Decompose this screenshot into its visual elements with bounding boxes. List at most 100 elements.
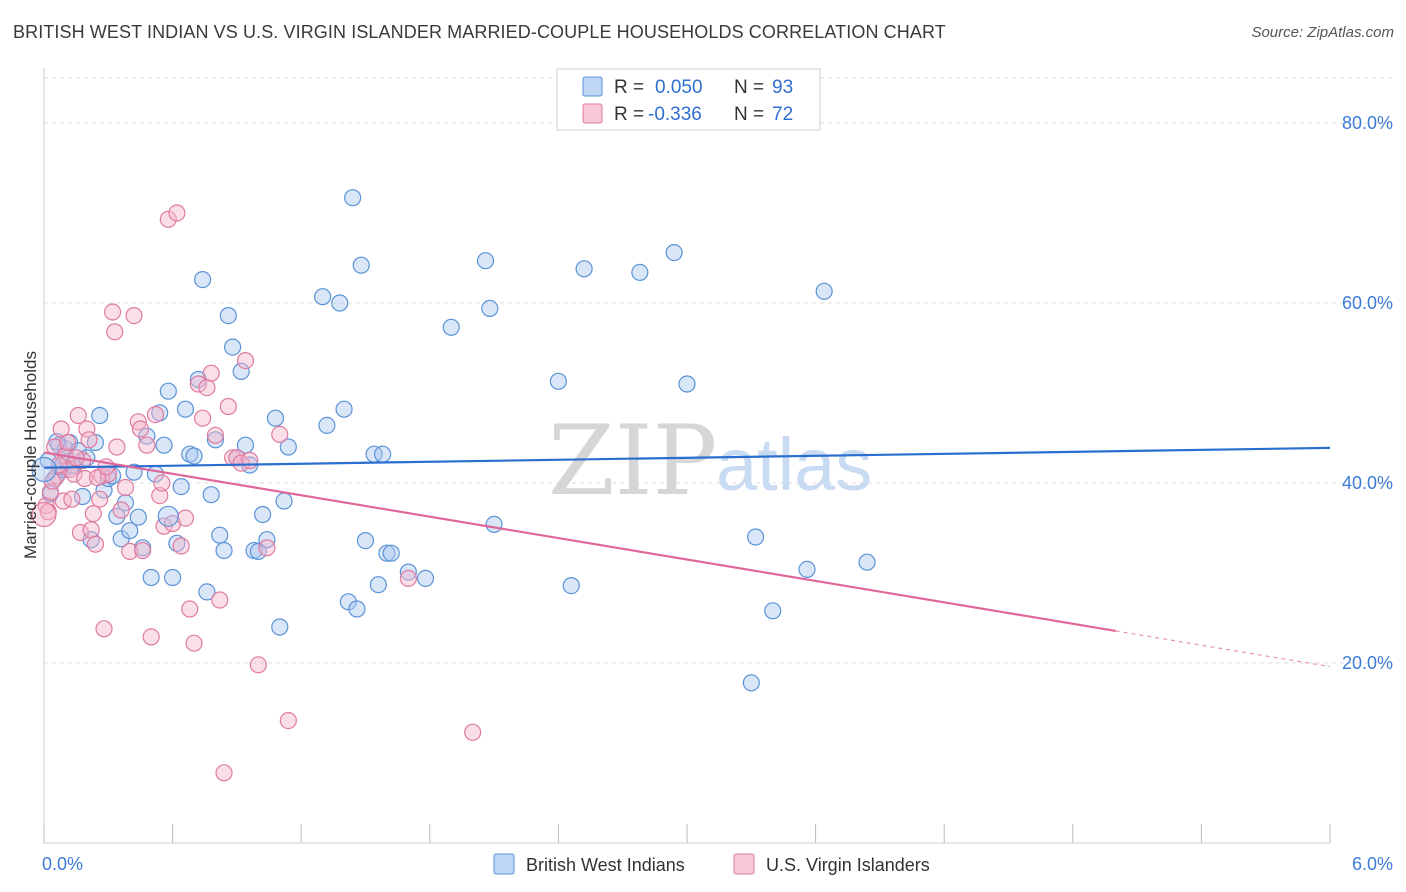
data-point-pink: [121, 542, 139, 561]
data-point-blue: [331, 294, 349, 312]
data-point-blue: [254, 505, 272, 524]
data-point-pink: [211, 591, 229, 609]
data-point-blue: [159, 382, 177, 400]
data-point-pink: [108, 438, 126, 456]
data-point-blue: [378, 544, 396, 562]
data-point-pink: [241, 451, 259, 470]
axes-layer: 20.0% 40.0% 60.0% 80.0% 0.0% 6.0%: [42, 68, 1393, 874]
data-point-pink: [82, 521, 100, 539]
data-point-pink: [249, 656, 267, 674]
data-point-blue: [73, 487, 92, 506]
data-point-blue: [219, 307, 237, 325]
watermark-zip: ZIP: [548, 405, 717, 517]
series-legend: British West Indians U.S. Virgin Islande…: [493, 853, 930, 875]
data-point-blue: [858, 553, 876, 571]
data-point-pink: [279, 711, 297, 730]
data-point-blue: [271, 618, 289, 636]
y-tick-label: 40.0%: [1342, 473, 1393, 493]
data-point-blue: [215, 541, 233, 560]
data-point-pink: [84, 504, 102, 523]
data-point-pink: [112, 501, 130, 519]
data-point-blue: [631, 263, 649, 281]
data-point-blue: [742, 674, 760, 692]
data-point-blue: [249, 542, 267, 561]
data-point-blue: [164, 568, 182, 587]
data-point-pink: [206, 426, 225, 444]
data-point-blue: [266, 409, 285, 427]
legend-r-value-1: 0.050: [655, 77, 703, 98]
trend-line-pink: [43, 451, 1116, 632]
data-point-pink: [168, 204, 186, 222]
data-point-blue: [232, 362, 250, 380]
data-point-blue: [121, 522, 139, 540]
series-legend-swatch-blue: [493, 853, 515, 875]
data-point-blue: [746, 528, 765, 546]
data-point-blue: [335, 400, 353, 418]
data-point-pink: [91, 490, 109, 508]
data-point-pink: [189, 375, 207, 393]
legend-r-label-2: R =: [614, 104, 644, 125]
data-point-blue: [129, 508, 147, 526]
data-point-blue: [318, 416, 336, 434]
y-tick-label: 20.0%: [1342, 653, 1393, 673]
data-point-pink: [50, 456, 68, 474]
watermark: ZIP atlas: [548, 405, 872, 517]
data-point-pink: [194, 409, 212, 427]
data-point-blue: [352, 256, 370, 274]
data-point-pink: [176, 509, 195, 527]
data-point-blue: [476, 252, 495, 270]
data-point-blue: [399, 563, 417, 581]
data-point-blue: [172, 478, 190, 496]
data-point-blue: [369, 576, 387, 594]
data-point-blue: [185, 447, 203, 465]
watermark-atlas: atlas: [716, 423, 872, 506]
data-point-pink: [138, 436, 156, 454]
data-point-pink: [172, 537, 190, 555]
data-point-blue: [575, 260, 593, 278]
data-point-blue: [356, 531, 375, 550]
data-point-pink: [159, 210, 177, 228]
data-point-blue: [764, 602, 782, 620]
data-point-pink: [106, 323, 124, 341]
series-legend-label-1: British West Indians: [526, 855, 685, 875]
data-point-pink: [37, 496, 55, 515]
data-point-pink: [464, 723, 482, 741]
legend-n-label-2: N =: [734, 104, 764, 125]
data-point-blue: [211, 526, 229, 544]
data-point-blue: [279, 438, 297, 456]
data-point-pink: [69, 406, 87, 425]
data-point-pink: [76, 469, 94, 488]
data-point-blue: [485, 515, 503, 534]
legend-swatch-blue: [582, 76, 603, 97]
data-point-pink: [125, 307, 143, 325]
data-point-pink: [31, 501, 57, 528]
data-point-pink: [271, 425, 289, 443]
data-point-pink: [219, 397, 237, 416]
chart-source: Source: ZipAtlas.com: [1251, 24, 1394, 41]
data-point-blue: [176, 400, 195, 418]
data-point-blue: [206, 431, 225, 449]
data-point-pink: [116, 478, 135, 497]
data-point-pink: [202, 364, 220, 382]
y-tick-label: 60.0%: [1342, 293, 1393, 313]
points-layer: [31, 189, 876, 782]
chart-title: BRITISH WEST INDIAN VS U.S. VIRGIN ISLAN…: [13, 22, 946, 42]
trend-line-pink-extrapolated: [1115, 630, 1331, 668]
data-point-blue: [442, 318, 460, 336]
legend-r-value-2: -0.336: [648, 104, 702, 125]
data-point-pink: [54, 492, 72, 510]
data-point-blue: [198, 583, 216, 601]
data-point-pink: [146, 406, 165, 424]
data-point-blue: [549, 372, 568, 390]
data-point-blue: [339, 593, 357, 611]
data-point-blue: [142, 568, 160, 587]
data-point-blue: [275, 492, 293, 510]
data-point-pink: [95, 620, 113, 638]
data-point-pink: [133, 541, 152, 560]
data-point-pink: [80, 431, 98, 449]
data-point-pink: [131, 420, 150, 438]
data-point-pink: [258, 539, 276, 557]
data-point-pink: [103, 303, 122, 321]
data-point-blue: [481, 299, 499, 317]
